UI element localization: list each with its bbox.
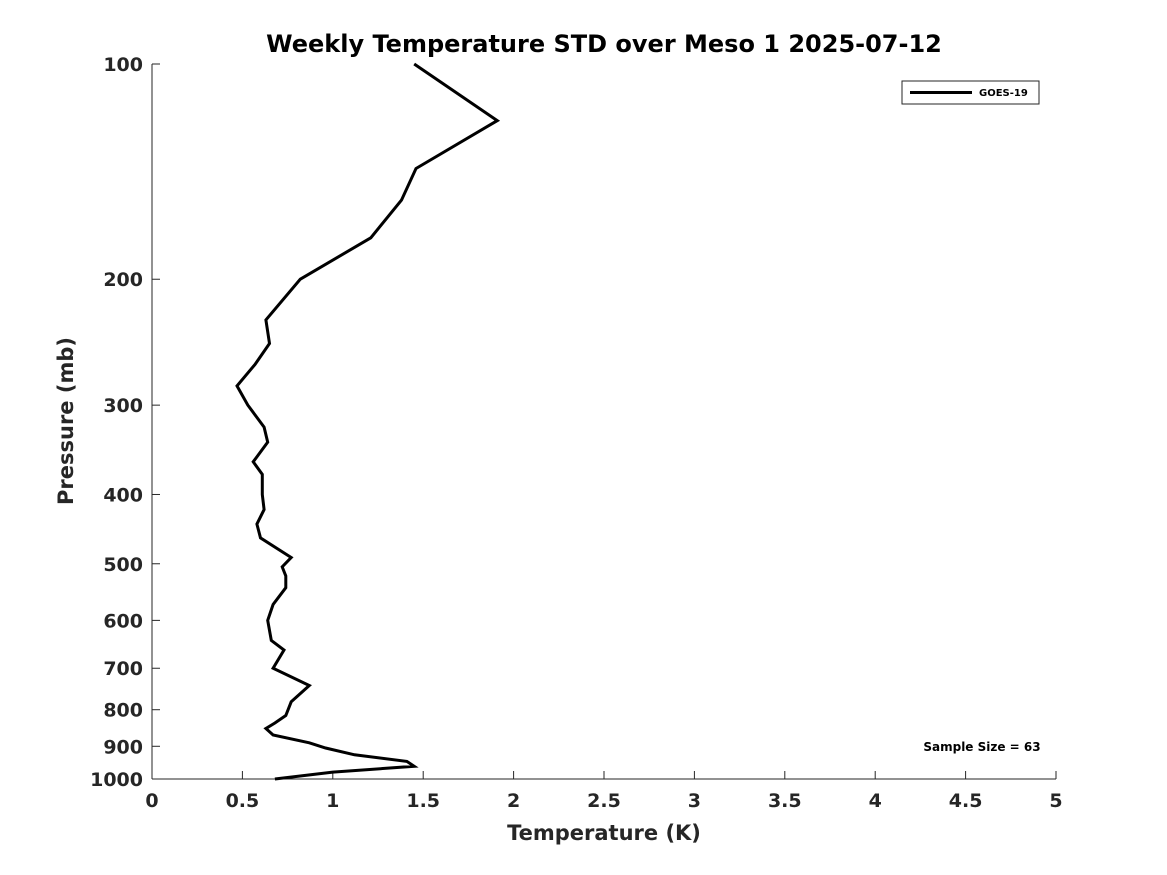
x-tick-label: 3.5 <box>768 790 802 812</box>
series-line-goes-19 <box>235 62 501 781</box>
y-tick-label: 500 <box>103 554 143 576</box>
x-tick-label: 1 <box>326 790 339 812</box>
x-tick-label: 2.5 <box>587 790 621 812</box>
chart-title: Weekly Temperature STD over Meso 1 2025-… <box>266 30 942 58</box>
x-tick-label: 4.5 <box>949 790 983 812</box>
x-tick-label: 0.5 <box>226 790 260 812</box>
sample-size-annotation: Sample Size = 63 <box>923 740 1040 754</box>
y-tick-label: 400 <box>103 484 143 506</box>
y-tick-label: 100 <box>103 54 143 76</box>
y-tick-label: 600 <box>103 610 143 632</box>
y-tick-label: 200 <box>103 269 143 291</box>
y-tick-label: 300 <box>103 395 143 417</box>
x-tick-label: 1.5 <box>406 790 440 812</box>
x-ticks: 0 0.5 1 1.5 2 2.5 3 3.5 4 4.5 5 <box>145 771 1063 812</box>
y-tick-label: 900 <box>103 736 143 758</box>
y-tick-label: 700 <box>103 658 143 680</box>
series-layer <box>235 62 501 781</box>
x-tick-label: 0 <box>145 790 158 812</box>
y-tick-label: 1000 <box>90 769 143 791</box>
x-tick-label: 4 <box>869 790 882 812</box>
y-ticks: 100 200 300 400 500 600 700 800 900 1000 <box>90 54 160 791</box>
x-tick-label: 3 <box>688 790 701 812</box>
x-tick-label: 5 <box>1049 790 1062 812</box>
y-axis-label: Pressure (mb) <box>54 337 78 505</box>
x-tick-label: 2 <box>507 790 520 812</box>
x-axis-label: Temperature (K) <box>507 821 701 845</box>
legend: GOES-19 <box>901 80 1040 105</box>
legend-label-goes-19: GOES-19 <box>979 88 1028 99</box>
y-tick-label: 800 <box>103 700 143 722</box>
